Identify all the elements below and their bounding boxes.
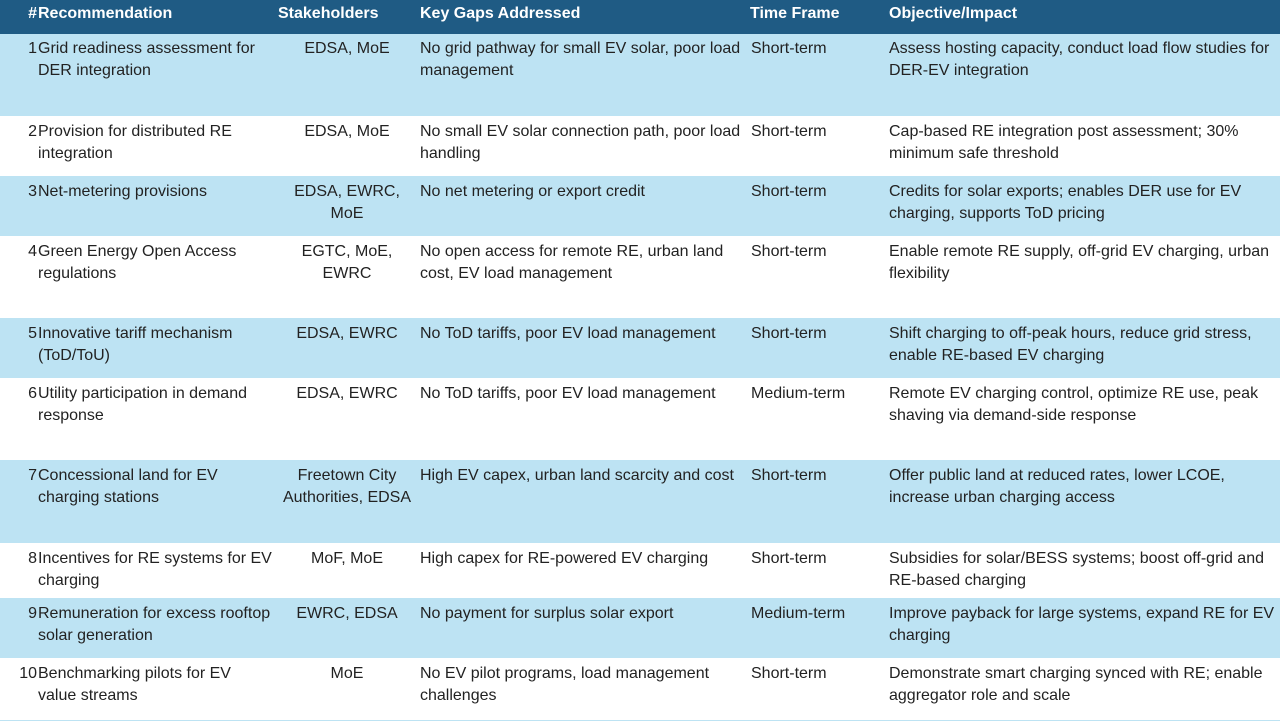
time-frame-cell: Short-term (751, 242, 827, 260)
time-frame-cell: Short-term (751, 122, 827, 140)
time-frame-cell: Short-term (751, 549, 827, 567)
row-number: 6 (28, 384, 37, 402)
gaps-cell: No net metering or export credit (420, 182, 645, 200)
stakeholders-cell: EDSA, MoE (304, 122, 390, 140)
gaps-cell: High EV capex, urban land scarcity and c… (420, 466, 734, 484)
recommendation-cell: Utility participation in demand response (38, 384, 247, 424)
recommendation-cell: Benchmarking pilots for EV value streams (38, 664, 231, 704)
row-number: 8 (28, 549, 37, 567)
stakeholders-cell: EGTC, MoE, EWRC (301, 242, 393, 282)
objective-cell: Subsidies for solar/BESS systems; boost … (889, 549, 1264, 589)
table-row: 2 Provision for distributed RE integrati… (0, 116, 1280, 176)
header-objective: Objective/Impact (889, 5, 1018, 22)
recommendation-cell: Net-metering provisions (38, 182, 207, 200)
recommendation-cell: Remuneration for excess rooftop solar ge… (38, 604, 271, 644)
time-frame-cell: Short-term (751, 40, 827, 57)
recommendation-cell: Incentives for RE systems for EV chargin… (38, 549, 272, 589)
objective-cell: Credits for solar exports; enables DER u… (889, 182, 1242, 222)
stakeholders-cell: EDSA, EWRC, MoE (294, 182, 400, 222)
gaps-cell: No payment for surplus solar export (420, 604, 674, 622)
objective-cell: Remote EV charging control, optimize RE … (889, 384, 1259, 424)
gaps-cell: No open access for remote RE, urban land… (420, 242, 724, 282)
table-row: 7 Concessional land for EV charging stat… (0, 460, 1280, 543)
row-number: 2 (28, 122, 37, 140)
objective-cell: Demonstrate smart charging synced with R… (889, 664, 1263, 704)
gaps-cell: No ToD tariffs, poor EV load management (420, 324, 716, 342)
time-frame-cell: Short-term (751, 466, 827, 484)
objective-cell: Enable remote RE supply, off-grid EV cha… (889, 242, 1270, 282)
table-row: 10 Benchmarking pilots for EV value stre… (0, 658, 1280, 720)
time-frame-cell: Medium-term (751, 384, 846, 402)
gaps-cell: High capex for RE-powered EV charging (420, 549, 709, 567)
time-frame-cell: Short-term (751, 324, 827, 342)
header-num: # (28, 5, 37, 22)
table-row: 3 Net-metering provisions EDSA, EWRC, Mo… (0, 176, 1280, 236)
objective-cell: Offer public land at reduced rates, lowe… (889, 466, 1225, 506)
row-number: 9 (28, 604, 37, 622)
time-frame-cell: Short-term (751, 664, 827, 682)
table-row: 6 Utility participation in demand respon… (0, 378, 1280, 460)
row-number: 5 (28, 324, 37, 342)
table-row: 8 Incentives for RE systems for EV charg… (0, 543, 1280, 598)
objective-cell: Cap-based RE integration post assessment… (889, 122, 1239, 162)
objective-cell: Assess hosting capacity, conduct load fl… (889, 40, 1270, 79)
time-frame-cell: Short-term (751, 182, 827, 200)
gaps-cell: No ToD tariffs, poor EV load management (420, 384, 716, 402)
stakeholders-cell: EDSA, MoE (304, 40, 390, 57)
header-stakeholders: Stakeholders (278, 5, 379, 22)
stakeholders-cell: MoF, MoE (310, 549, 383, 567)
time-frame-cell: Medium-term (751, 604, 846, 622)
gaps-cell: No small EV solar connection path, poor … (420, 122, 741, 162)
table-row: 4 Green Energy Open Access regulations E… (0, 236, 1280, 318)
row-number: 7 (28, 466, 37, 484)
row-number: 3 (28, 182, 37, 200)
row-number: 1 (28, 40, 37, 57)
gaps-cell: No grid pathway for small EV solar, poor… (420, 40, 741, 79)
stakeholders-cell: EDSA, EWRC (296, 384, 398, 402)
objective-cell: Improve payback for large systems, expan… (889, 604, 1275, 644)
stakeholders-cell: EWRC, EDSA (296, 604, 398, 622)
objective-cell: Shift charging to off-peak hours, reduce… (889, 324, 1252, 364)
header-row: # Recommendation Stakeholders Key Gaps A… (0, 0, 1280, 34)
row-number: 10 (19, 664, 37, 682)
stakeholders-cell: MoE (330, 664, 364, 682)
header-time-frame: Time Frame (750, 5, 840, 22)
table-row: 1 Grid readiness assessment for DER inte… (0, 34, 1280, 116)
recommendation-cell: Grid readiness assessment for DER integr… (38, 40, 255, 79)
stakeholders-cell: Freetown City Authorities, EDSA (282, 466, 412, 506)
recommendation-cell: Green Energy Open Access regulations (38, 242, 237, 282)
recommendation-cell: Concessional land for EV charging statio… (38, 466, 218, 506)
gaps-cell: No EV pilot programs, load management ch… (420, 664, 710, 704)
table-row: 5 Innovative tariff mechanism (ToD/ToU) … (0, 318, 1280, 378)
table-row: 9 Remuneration for excess rooftop solar … (0, 598, 1280, 658)
header-gaps: Key Gaps Addressed (420, 5, 581, 22)
recommendation-cell: Innovative tariff mechanism (ToD/ToU) (38, 324, 233, 364)
recommendation-cell: Provision for distributed RE integration (38, 122, 232, 162)
stakeholders-cell: EDSA, EWRC (296, 324, 398, 342)
header-recommendation: Recommendation (38, 5, 173, 22)
row-number: 4 (28, 242, 37, 260)
